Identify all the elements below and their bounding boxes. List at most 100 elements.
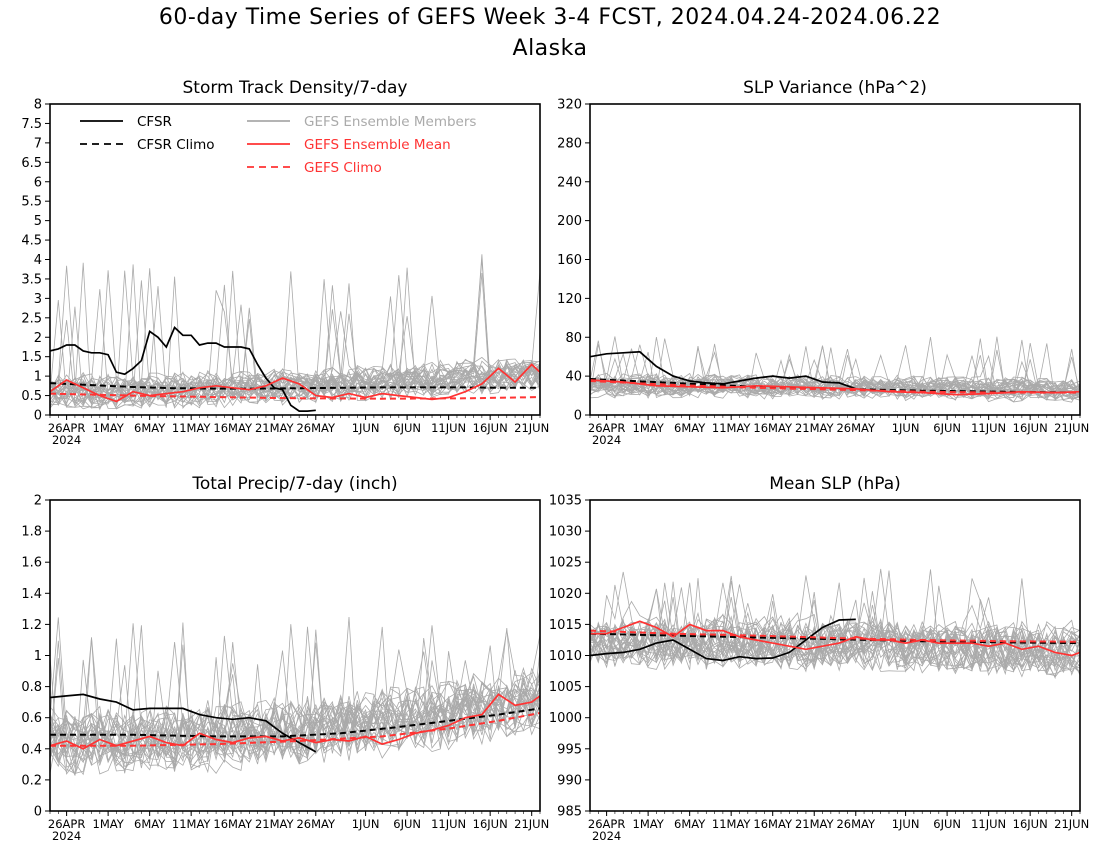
ensemble-member-line (50, 285, 540, 404)
x-tick-label: 21MAY (255, 421, 295, 435)
gefs-ensemble-mean-line (50, 363, 540, 403)
x-tick-label: 21JUN (514, 421, 549, 435)
x-tick-sublabel: 2024 (592, 829, 621, 843)
x-tick-label: 21JUN (1054, 817, 1089, 831)
x-tick-label: 26MAY (296, 817, 336, 831)
x-tick-label: 6MAY (674, 421, 706, 435)
y-tick-label: 1035 (549, 494, 582, 509)
ensemble-member-line (50, 637, 540, 770)
x-tick-label: 21JUN (1054, 421, 1089, 435)
y-tick-label: 2 (34, 494, 42, 509)
chart-panel-3: Total Precip/7-day (inch)00.20.40.60.811… (21, 474, 549, 843)
y-tick-label: 1 (34, 370, 42, 385)
y-tick-label: 0.6 (21, 711, 42, 726)
chart-panel-1: Storm Track Density/7-day 0 0.5 1 1.5 2 2.5 3 3.… (21, 78, 549, 447)
cfsr-line (50, 693, 317, 753)
gefs-ensemble-mean-line (590, 620, 1080, 657)
x-tick-label: 16MAY (213, 817, 253, 831)
x-tick-label: 11JUN (431, 421, 466, 435)
ensemble-member-line (590, 578, 1080, 675)
x-tick-label: 11JUN (431, 817, 466, 831)
ensemble-member-line (590, 337, 1080, 401)
y-tick-label: 1015 (549, 618, 582, 633)
x-tick-label: 16MAY (753, 817, 793, 831)
x-tick-sublabel: 2024 (592, 433, 621, 447)
y-tick-label: 1010 (549, 649, 582, 664)
cfsr-line (590, 350, 857, 390)
legend-label: CFSR Climo (137, 137, 215, 153)
x-tick-label: 16MAY (213, 421, 253, 435)
ensemble-member-line (50, 658, 540, 769)
cfsr-climo-line (50, 707, 540, 738)
y-tick-label: 1020 (549, 587, 582, 602)
x-tick-label: 6MAY (134, 817, 166, 831)
x-tick-label: 1MAY (633, 421, 665, 435)
ensemble-member-line (50, 670, 540, 762)
y-tick-label: 0.8 (21, 680, 42, 695)
x-tick-label: 11MAY (712, 817, 752, 831)
x-tick-label: 1JUN (352, 421, 380, 435)
legend-label: GEFS Ensemble Mean (304, 137, 451, 153)
y-tick-label: 1.4 (21, 587, 42, 602)
y-tick-label: 5.5 (21, 195, 42, 210)
x-tick-label: 1JUN (352, 817, 380, 831)
x-tick-label: 16JUN (473, 421, 508, 435)
x-tick-label: 26MAY (296, 421, 336, 435)
x-tick-label: 11MAY (712, 421, 752, 435)
x-tick-label: 1JUN (892, 817, 920, 831)
ensemble-member-line (50, 359, 540, 406)
x-tick-label: 11MAY (172, 817, 212, 831)
x-tick-label: 1MAY (633, 817, 665, 831)
x-tick-label: 1MAY (93, 817, 125, 831)
ensemble-member-line (590, 599, 1080, 676)
y-tick-label: 995 (557, 742, 582, 757)
x-tick-label: 11MAY (172, 421, 212, 435)
y-tick-label: 5 (34, 214, 42, 229)
x-tick-label: 21MAY (255, 817, 295, 831)
chart-title: Mean SLP (hPa) (769, 474, 901, 494)
y-tick-label: 1000 (549, 711, 582, 726)
gefs-climo-line (590, 380, 1080, 394)
page-subtitle: Alaska (512, 36, 588, 61)
y-tick-label: 80 (565, 331, 582, 346)
x-tick-sublabel: 2024 (52, 433, 81, 447)
gefs-climo-line (50, 712, 540, 747)
y-tick-label: 4 (34, 253, 42, 268)
y-tick-label: 0.4 (21, 742, 42, 757)
x-tick-label: 26APR (588, 817, 625, 831)
ensemble-member-line (50, 280, 540, 405)
y-tick-label: 120 (557, 292, 582, 307)
x-tick-label: 6JUN (393, 421, 421, 435)
y-tick-label: 1025 (549, 556, 582, 571)
x-tick-label: 21MAY (795, 421, 835, 435)
cfsr-line (590, 618, 856, 662)
y-tick-label: 200 (557, 214, 582, 229)
x-tick-label: 16MAY (753, 421, 793, 435)
y-tick-label: 0 (34, 805, 42, 820)
x-tick-label: 16JUN (1013, 817, 1048, 831)
chart-title: SLP Variance (hPa^2) (743, 78, 927, 98)
plot-area (590, 568, 1080, 680)
y-tick-label: 7.5 (21, 117, 42, 132)
ensemble-member-line (590, 568, 1080, 674)
plot-area (590, 336, 1080, 403)
y-tick-label: 0 (574, 409, 582, 424)
gefs-climo-line (50, 392, 540, 400)
x-tick-label: 11JUN (971, 421, 1006, 435)
y-tick-label: 320 (557, 98, 582, 113)
y-tick-label: 3.5 (21, 272, 42, 287)
ensemble-member-line (590, 360, 1080, 399)
ensemble-member-line (50, 644, 540, 759)
ensemble-member-line (590, 591, 1080, 672)
y-tick-label: 2 (34, 331, 42, 346)
y-tick-label: 1.5 (21, 350, 42, 365)
y-tick-label: 985 (557, 805, 582, 820)
x-tick-label: 1JUN (892, 421, 920, 435)
legend: CFSR CFSR Climo GEFS Ensemble Members GEFS … (80, 114, 476, 176)
y-tick-label: 6 (34, 175, 42, 190)
y-tick-label: 4.5 (21, 234, 42, 249)
legend-label: CFSR (137, 114, 172, 130)
ensemble-member-line (590, 616, 1080, 668)
gefs-climo-line (590, 629, 1080, 643)
ensemble-member-line (590, 379, 1080, 403)
